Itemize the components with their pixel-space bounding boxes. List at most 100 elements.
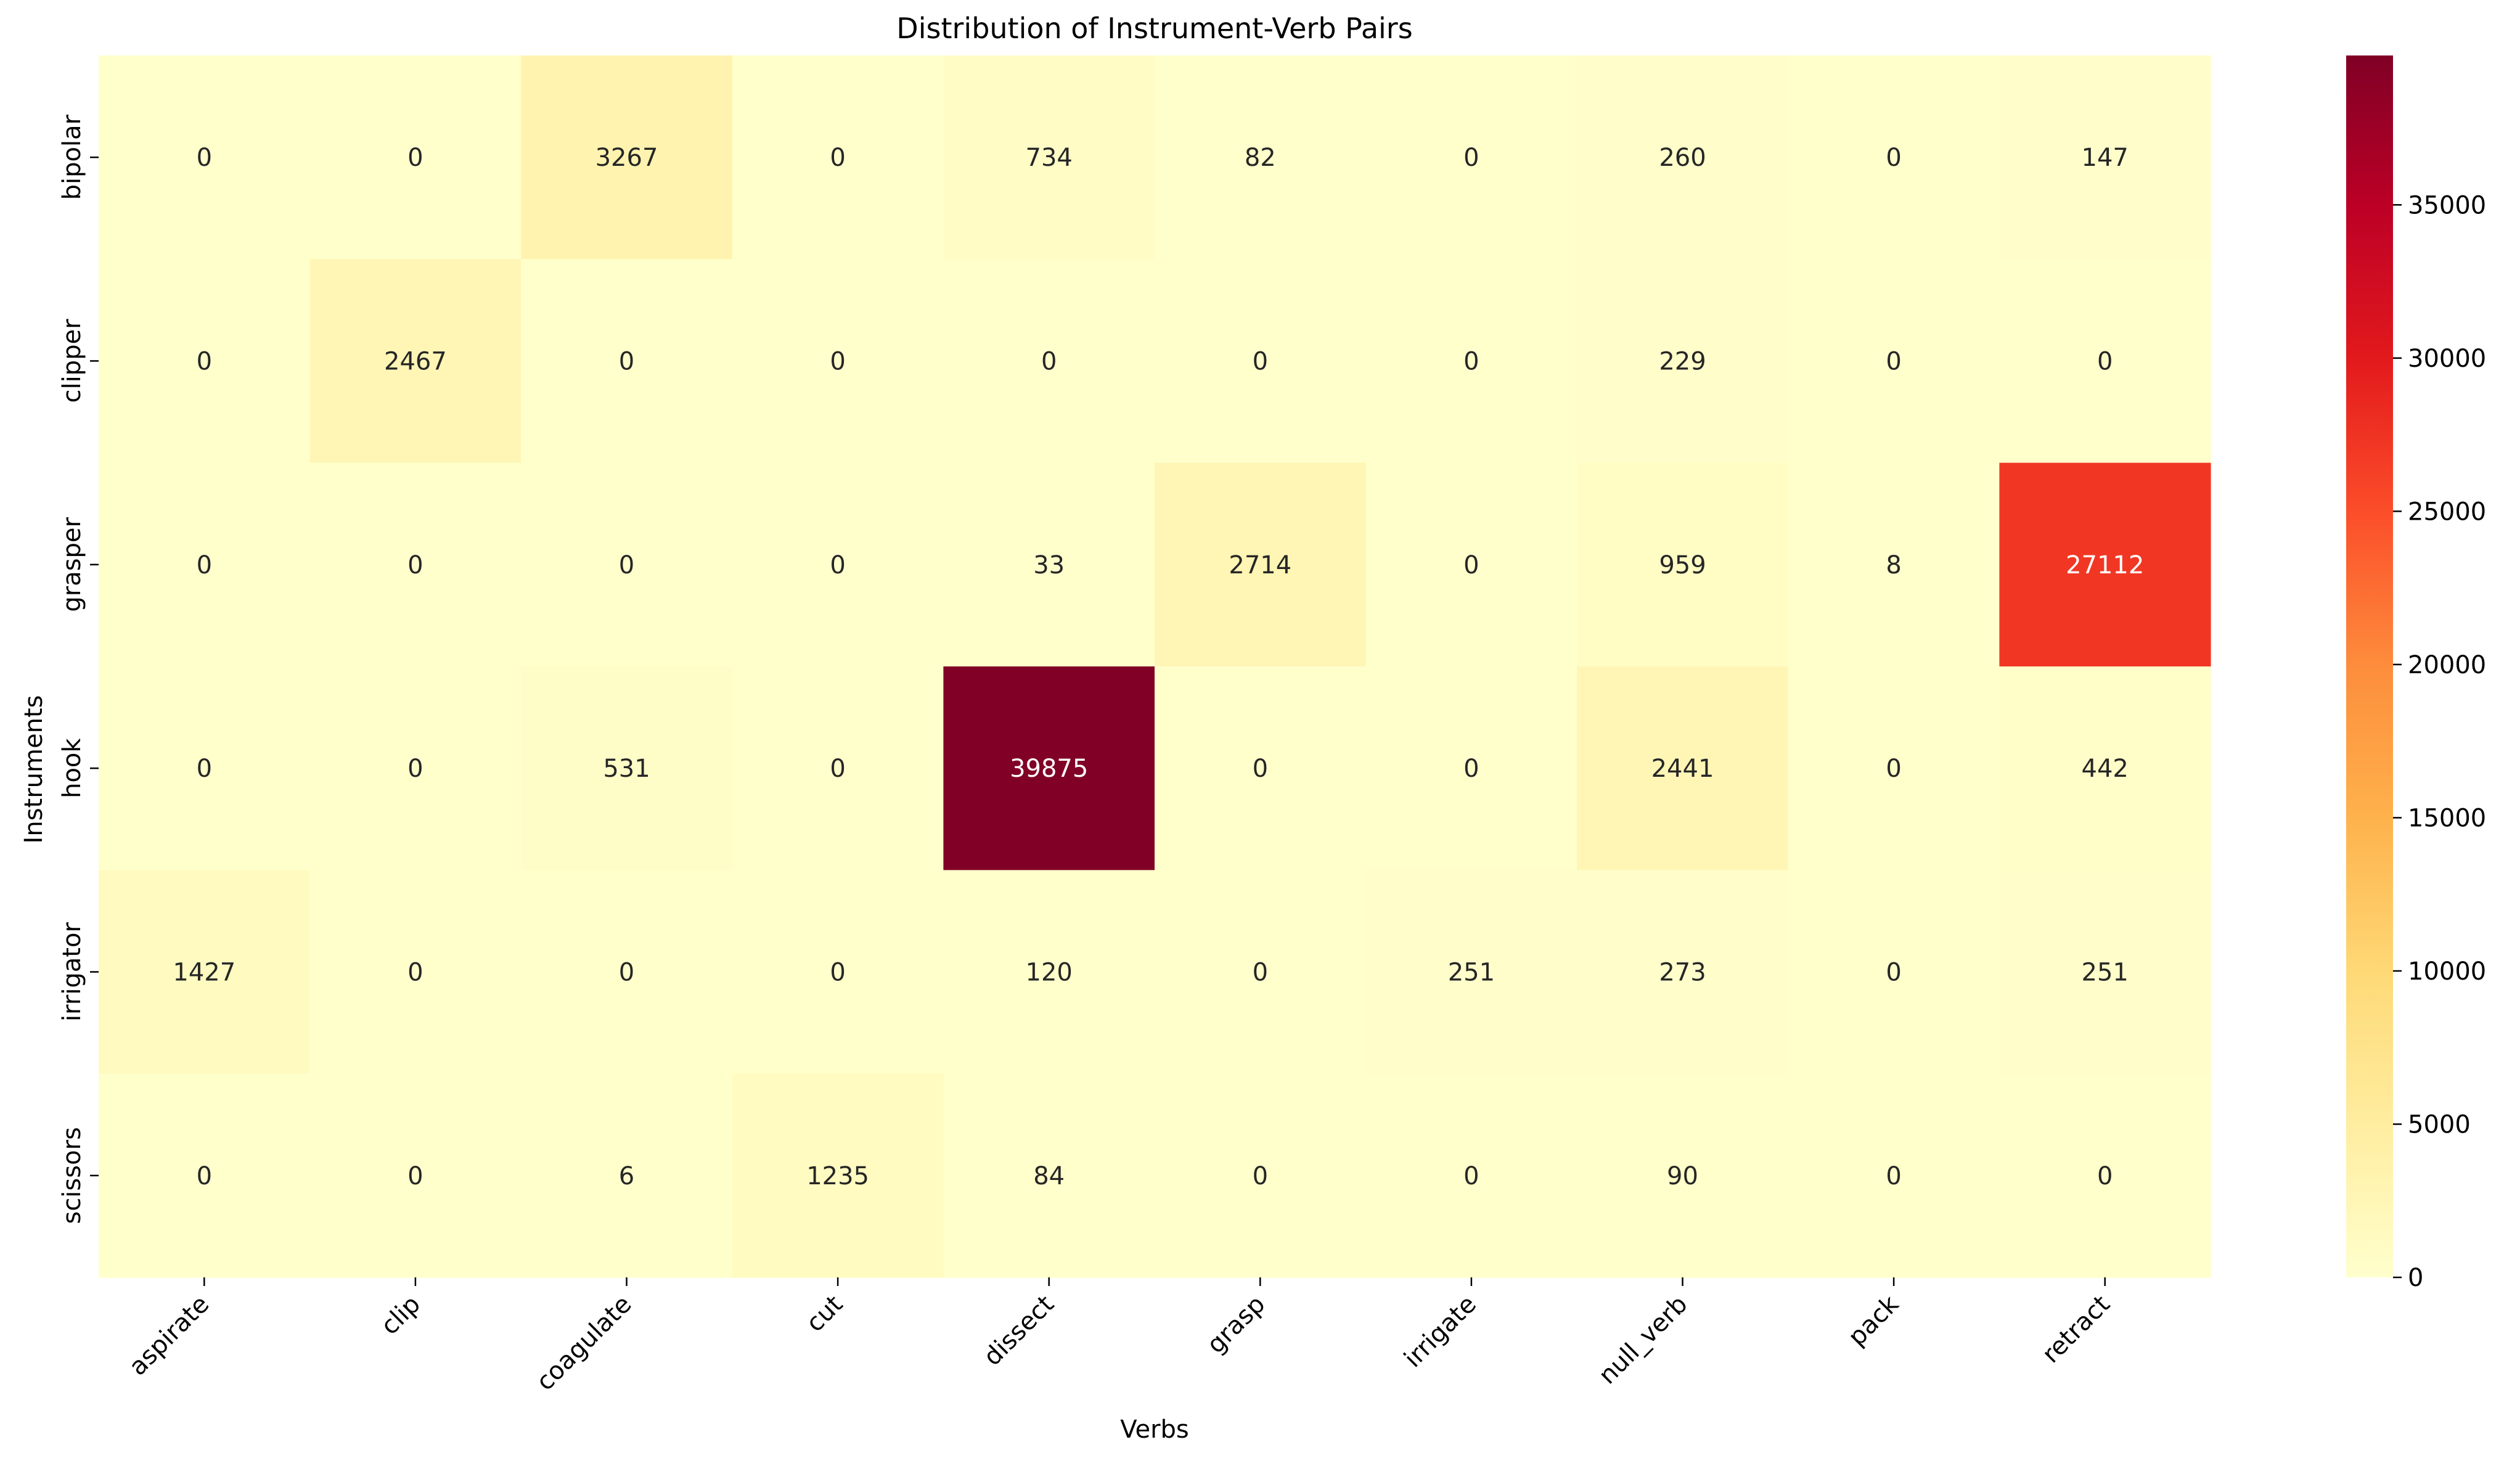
y-tick-label: clipper	[58, 319, 86, 403]
heatmap-cell	[1577, 259, 1789, 464]
heatmap-cell	[1788, 666, 2000, 870]
cell-value-label: 82	[1245, 144, 1276, 172]
cell-value-label: 0	[1886, 755, 1901, 783]
cell-value-label: 442	[2082, 755, 2129, 783]
cell-value-label: 229	[1659, 348, 1706, 376]
heatmap-cell	[1999, 55, 2211, 260]
cell-value-label: 6	[619, 1162, 634, 1190]
cell-value-label: 0	[1886, 144, 1901, 172]
cell-value-label: 33	[1033, 551, 1065, 580]
cell-value-label: 0	[197, 348, 212, 376]
x-tick-label: null_verb	[1593, 1290, 1693, 1390]
heatmap-cell	[732, 462, 944, 667]
x-tick-label: retract	[2037, 1290, 2116, 1369]
heatmap-cell	[1155, 462, 1367, 667]
y-axis-label: Instruments	[20, 695, 48, 844]
colorbar-tick-label: 30000	[2408, 345, 2486, 373]
cell-value-label: 0	[1041, 348, 1057, 376]
y-tick-label: scissors	[58, 1127, 86, 1224]
heatmap-cell	[99, 55, 311, 260]
heatmap-cells: 0 0 3267 0 734 82 0 260 0 147 0 2467 0 0 0 0 0 229 0 0 0 0 0 0 3…	[99, 55, 2211, 1278]
heatmap-cell	[943, 259, 1155, 464]
heatmap-cell	[732, 259, 944, 464]
heatmap-cell	[1577, 462, 1789, 667]
heatmap-cell	[521, 666, 733, 870]
heatmap-cell	[99, 259, 311, 464]
heatmap-cell	[1577, 666, 1789, 870]
heatmap-cell	[521, 259, 733, 464]
cell-value-label: 0	[830, 551, 845, 580]
heatmap-cell	[1365, 55, 1577, 260]
cell-value-label: 39875	[1010, 755, 1088, 783]
cell-value-label: 0	[1463, 755, 1479, 783]
heatmap-cell	[521, 1073, 733, 1278]
heatmap-cell	[732, 870, 944, 1075]
y-tick-label: hook	[58, 738, 86, 798]
cell-value-label: 0	[2097, 348, 2113, 376]
colorbar-tick-label: 15000	[2408, 804, 2486, 832]
cell-value-label: 0	[197, 144, 212, 172]
heatmap-cell	[309, 259, 522, 464]
cell-value-label: 251	[2082, 959, 2129, 987]
x-tick-label: cut	[801, 1290, 848, 1338]
heatmap-cell	[309, 870, 522, 1075]
heatmap-cell	[943, 870, 1155, 1075]
heatmap-cell	[1788, 259, 2000, 464]
x-tick-label: aspirate	[124, 1290, 215, 1382]
cell-value-label: 0	[619, 959, 634, 987]
heatmap-cell	[309, 55, 522, 260]
y-tick-label: irrigator	[58, 922, 86, 1021]
heatmap-cell	[1999, 1073, 2211, 1278]
heatmap-cell	[309, 1073, 522, 1278]
cell-value-label: 0	[619, 551, 634, 580]
cell-value-label: 531	[603, 755, 650, 783]
cell-value-label: 120	[1026, 959, 1073, 987]
cell-value-label: 0	[1253, 1162, 1268, 1190]
cell-value-label: 0	[1886, 1162, 1901, 1190]
colorbar: 0 5000 10000 15000 20000 25000 30000 35000	[2346, 55, 2486, 1292]
cell-value-label: 0	[1463, 551, 1479, 580]
heatmap-cell	[1577, 870, 1789, 1075]
x-tick-label: irrigate	[1399, 1290, 1482, 1374]
cell-value-label: 0	[2097, 1162, 2113, 1190]
heatmap-cell	[1788, 462, 2000, 667]
heatmap-cell	[1155, 666, 1367, 870]
cell-value-label: 0	[407, 144, 423, 172]
heatmap-cell	[1577, 55, 1789, 260]
chart-title: Distribution of Instrument-Verb Pairs	[896, 12, 1412, 45]
y-tick-label: bipolar	[58, 114, 86, 200]
cell-value-label: 0	[1253, 348, 1268, 376]
heatmap-cell	[521, 870, 733, 1075]
heatmap-cell	[99, 870, 311, 1075]
cell-value-label: 3267	[595, 144, 658, 172]
cell-value-label: 1427	[173, 959, 235, 987]
heatmap-cell	[1155, 870, 1367, 1075]
heatmap-cell	[99, 666, 311, 870]
heatmap-cell	[1155, 259, 1367, 464]
y-tick-label: grasper	[58, 517, 86, 612]
cell-value-label: 0	[1463, 144, 1479, 172]
cell-value-label: 2441	[1651, 755, 1714, 783]
cell-value-label: 0	[407, 755, 423, 783]
heatmap-cell	[732, 1073, 944, 1278]
cell-value-label: 273	[1659, 959, 1706, 987]
heatmap-cell	[1788, 1073, 2000, 1278]
heatmap-cell	[1155, 55, 1367, 260]
colorbar-gradient	[2346, 55, 2393, 1277]
heatmap-cell	[1365, 259, 1577, 464]
cell-value-label: 0	[1253, 755, 1268, 783]
heatmap-cell	[1365, 462, 1577, 667]
cell-value-label: 0	[830, 959, 845, 987]
cell-value-label: 0	[830, 348, 845, 376]
cell-value-label: 0	[1886, 348, 1901, 376]
cell-value-label: 147	[2082, 144, 2129, 172]
heatmap-cell	[732, 55, 944, 260]
cell-value-label: 1235	[806, 1162, 869, 1190]
x-axis-label: Verbs	[1120, 1415, 1189, 1444]
heatmap-cell	[521, 462, 733, 667]
heatmap-cell	[99, 462, 311, 667]
cell-value-label: 0	[830, 144, 845, 172]
heatmap-cell	[1999, 666, 2211, 870]
x-tick-label: clip	[375, 1290, 426, 1341]
